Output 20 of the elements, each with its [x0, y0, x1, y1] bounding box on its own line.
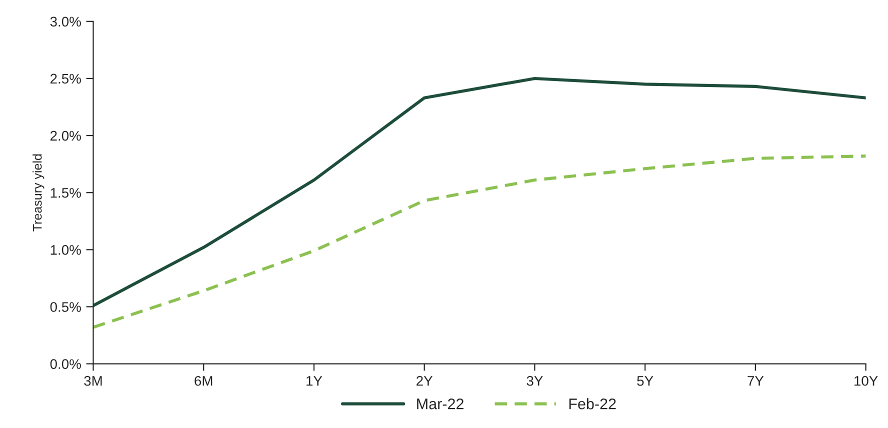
line-series	[93, 76, 866, 308]
x-tick-label: 3Y	[526, 376, 543, 386]
y-tick-label: 2.0%	[50, 130, 81, 141]
line-series	[93, 154, 866, 329]
legend-label: Mar-22	[417, 398, 464, 410]
x-tick-label: 6M	[194, 376, 212, 386]
x-tick-label: 7Y	[748, 376, 764, 386]
x-tick-label: 10Y	[854, 376, 878, 386]
x-tick-label: 5Y	[637, 376, 654, 386]
y-tick-label: 1.0%	[50, 245, 81, 255]
y-tick-label: 2.5%	[50, 74, 81, 84]
y-tick-label: 1.5%	[50, 188, 81, 198]
y-tick-label: 0.5%	[50, 302, 81, 312]
x-tick-label: 3M	[84, 376, 102, 386]
y-tick-label: 3.0%	[50, 16, 81, 27]
legend-label: Feb-22	[569, 398, 616, 410]
y-axis-title: Treasury yield	[32, 154, 44, 232]
y-tick-label: 0.0%	[50, 359, 81, 369]
x-tick-label: 1Y	[306, 376, 322, 386]
x-tick-label: 2Y	[416, 376, 433, 386]
